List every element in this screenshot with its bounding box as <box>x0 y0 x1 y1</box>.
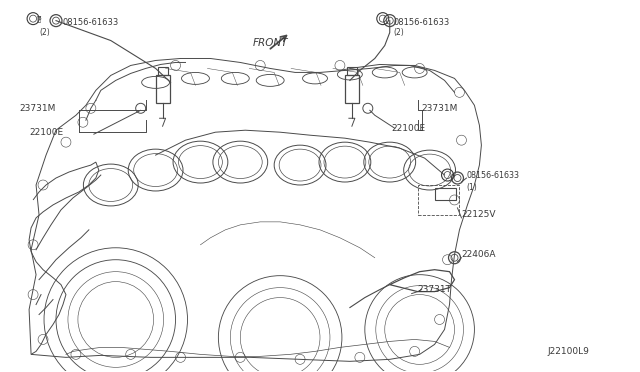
Text: 23731M: 23731M <box>19 104 56 113</box>
Text: Ⓐ: Ⓐ <box>37 15 41 22</box>
Text: 08156-61633: 08156-61633 <box>394 18 450 27</box>
Text: J22100L9: J22100L9 <box>547 347 589 356</box>
Text: 22406A: 22406A <box>461 250 496 259</box>
Bar <box>156 76 170 103</box>
Text: B: B <box>37 16 41 21</box>
Bar <box>345 76 359 103</box>
Bar <box>157 67 168 76</box>
Text: (2): (2) <box>394 28 404 37</box>
Text: 22125V: 22125V <box>461 211 496 219</box>
Text: 23731M: 23731M <box>422 104 458 113</box>
Text: 23731T: 23731T <box>418 285 452 294</box>
Text: 22100E: 22100E <box>29 128 63 137</box>
Text: (1): (1) <box>467 183 477 192</box>
Text: 08156-61633: 08156-61633 <box>63 18 119 27</box>
Bar <box>418 185 460 215</box>
Text: FRONT: FRONT <box>252 38 288 48</box>
Text: (2): (2) <box>39 28 50 37</box>
Bar <box>347 67 357 76</box>
Bar <box>435 188 456 200</box>
Text: 22100E: 22100E <box>392 124 426 133</box>
Text: 08156-61633: 08156-61633 <box>467 170 520 180</box>
